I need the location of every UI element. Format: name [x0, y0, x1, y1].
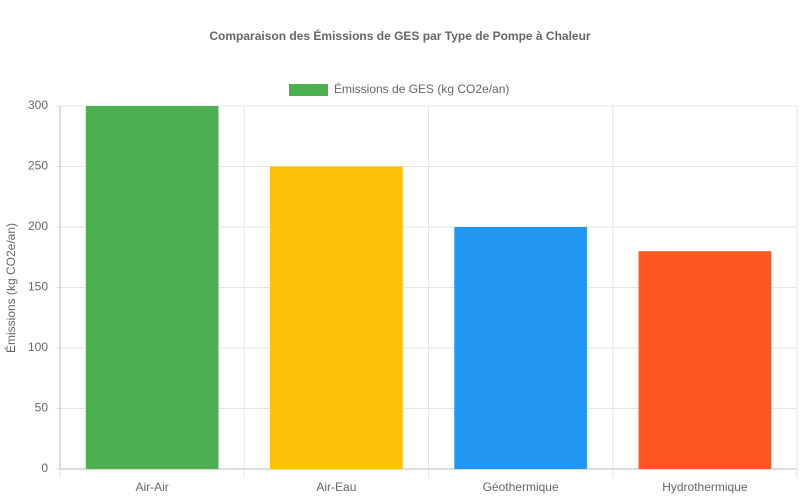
y-tick-label: 300: [28, 98, 48, 112]
chart-title: Comparaison des Émissions de GES par Typ…: [209, 28, 591, 43]
y-tick-label: 200: [28, 219, 48, 233]
bar: [454, 227, 587, 469]
y-tick-label: 150: [28, 280, 48, 294]
legend-swatch: [289, 84, 328, 96]
x-tick-label: Air-Air: [135, 480, 168, 494]
y-tick-label: 250: [28, 159, 48, 173]
x-tick-label: Hydrothermique: [662, 480, 748, 494]
y-tick-label: 50: [35, 401, 49, 415]
bar: [270, 166, 403, 469]
y-tick-label: 0: [41, 461, 48, 475]
y-tick-label: 100: [28, 340, 48, 354]
x-tick-label: Air-Eau: [316, 480, 356, 494]
y-axis-label: Émissions (kg CO2e/an): [3, 223, 18, 353]
legend-label: Émissions de GES (kg CO2e/an): [334, 81, 509, 96]
bar: [638, 251, 772, 469]
bar: [85, 106, 219, 469]
x-tick-label: Géothermique: [483, 480, 559, 494]
